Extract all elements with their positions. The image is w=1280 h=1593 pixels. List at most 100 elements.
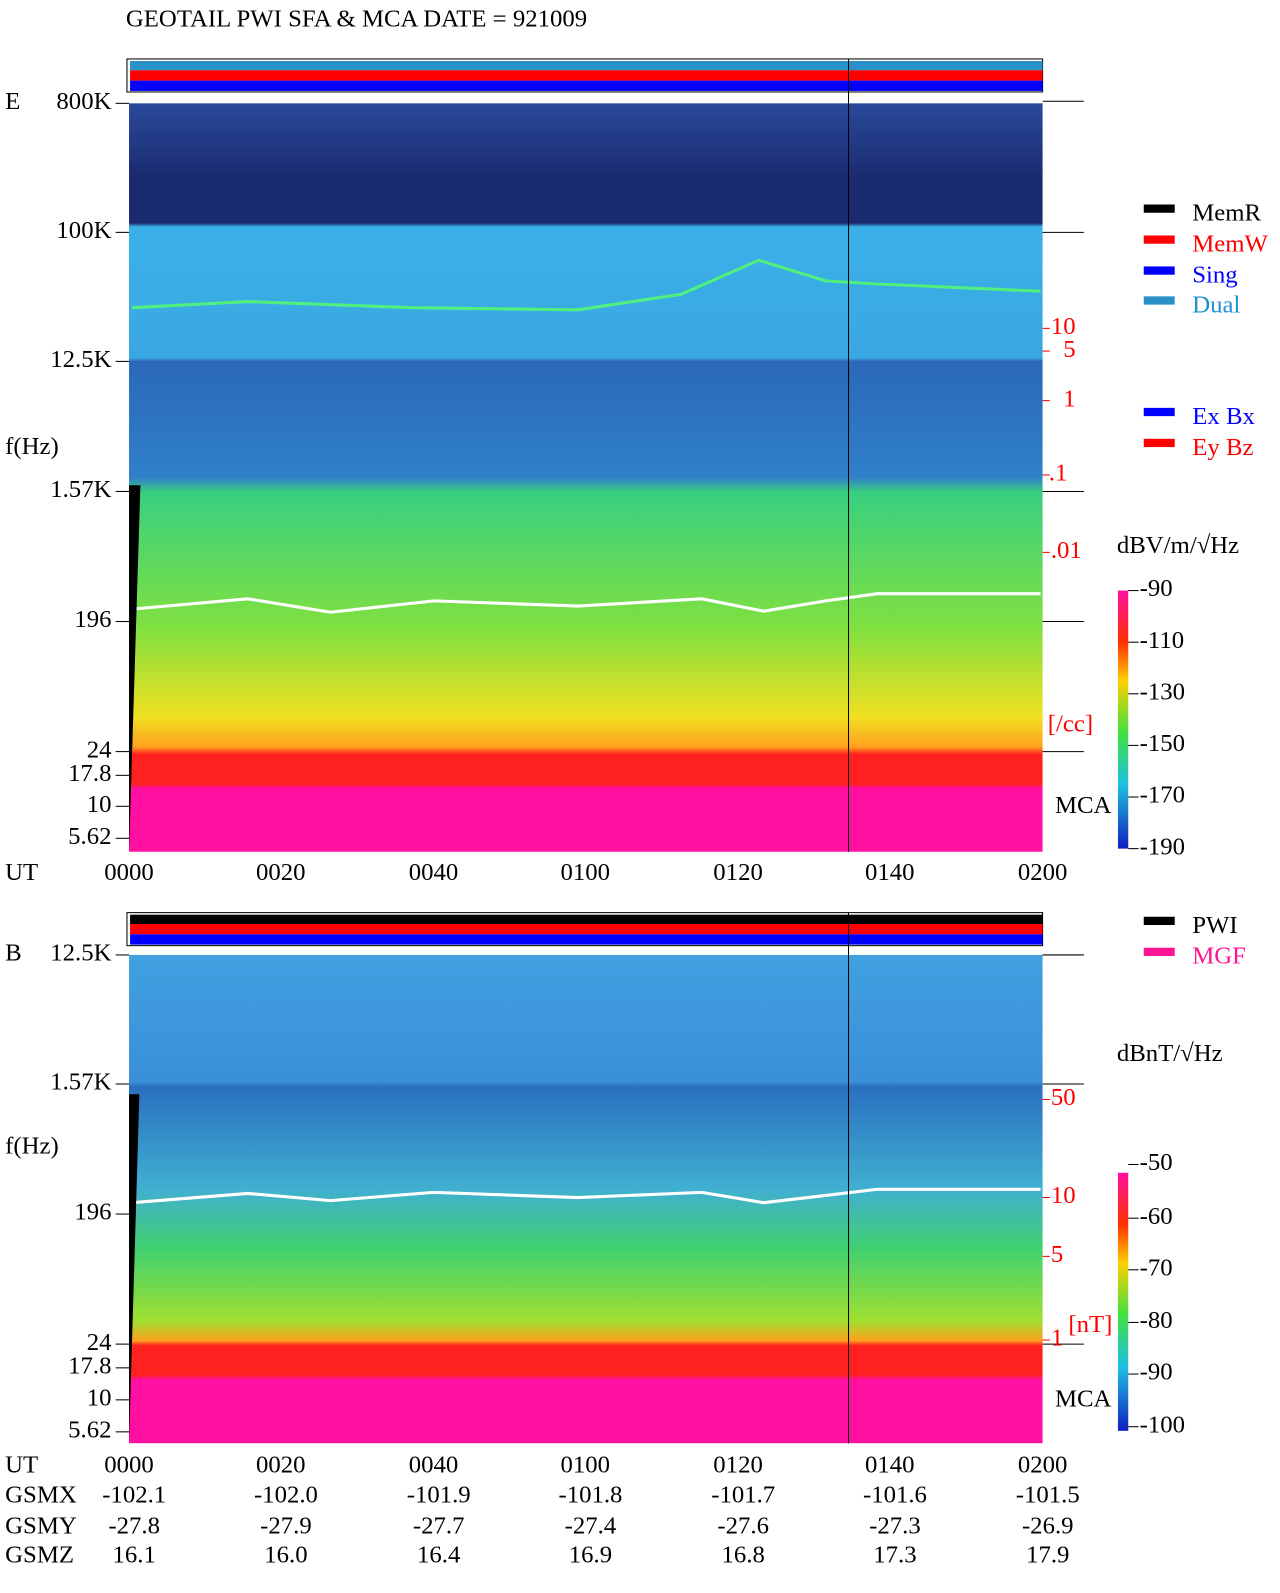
orbit-value: 16.9	[569, 1541, 612, 1568]
mode-bar	[130, 61, 1043, 71]
legend-swatch	[1143, 407, 1175, 417]
x-tick-label: 0140	[865, 1452, 915, 1479]
y-tick-label: 24	[87, 736, 112, 763]
panel-label: E	[5, 88, 20, 115]
orbit-value: -27.8	[108, 1513, 160, 1540]
colorbar	[1117, 590, 1129, 849]
colorbar-tick-label: -80	[1140, 1307, 1173, 1334]
legend-swatch	[1143, 266, 1175, 275]
colorbar-tick-label: -130	[1140, 678, 1185, 705]
colorbar-unit: dBV/m/√Hz	[1117, 532, 1239, 559]
panel-label: B	[5, 940, 22, 967]
right-unit: [nT]	[1068, 1311, 1112, 1338]
y-tick-label: 17.8	[68, 1353, 111, 1380]
legend-label: Dual	[1192, 291, 1240, 318]
mode-bar	[130, 80, 1043, 91]
legend-swatch	[1143, 947, 1175, 956]
x-tick-label: 0200	[1018, 859, 1068, 886]
legend-label: Ey Bz	[1192, 434, 1253, 461]
orbit-label: GSMZ	[5, 1541, 74, 1568]
x-tick-label: 0020	[256, 859, 306, 886]
colorbar-tick-label: -100	[1140, 1411, 1185, 1438]
colorbar-unit: dBnT/√Hz	[1117, 1040, 1223, 1067]
mode-bar	[130, 70, 1043, 81]
orbit-value: -101.9	[407, 1482, 471, 1509]
colorbar-tick-label: -170	[1140, 782, 1185, 809]
y-tick-label: 10	[87, 1385, 112, 1412]
marker	[129, 1094, 140, 1444]
orbit-value: -101.5	[1016, 1482, 1080, 1509]
x-tick-label: 0100	[561, 1452, 611, 1479]
x-tick-label: 0140	[865, 859, 915, 886]
x-tick-label: 0040	[409, 859, 459, 886]
orbit-value: -27.3	[869, 1513, 921, 1540]
x-tick-label: 0120	[713, 1452, 763, 1479]
spectrogram	[129, 954, 1043, 1444]
legend-label: MGF	[1192, 943, 1246, 970]
mode-bar	[130, 914, 1043, 924]
colorbar-tick-label: -110	[1140, 627, 1184, 654]
right-tick-label: .01	[1051, 537, 1082, 564]
y-tick-label: 196	[74, 1199, 111, 1226]
mca-label: MCA	[1055, 792, 1112, 819]
orbit-value: -27.9	[260, 1513, 312, 1540]
y-tick-label: 100K	[56, 217, 111, 244]
y-tick-label: 196	[74, 606, 111, 633]
y-axis-label: f(Hz)	[5, 433, 59, 460]
x-tick-label: 0000	[104, 1452, 154, 1479]
orbit-value: 16.4	[417, 1541, 460, 1568]
y-tick-label: 12.5K	[50, 940, 111, 967]
legend-label: Sing	[1192, 261, 1237, 288]
orbit-value: 16.1	[113, 1541, 156, 1568]
x-axis-label: UT	[5, 859, 38, 886]
right-tick-label: 10	[1051, 1182, 1076, 1209]
x-tick-label: 0000	[104, 859, 154, 886]
y-axis-label: f(Hz)	[5, 1133, 59, 1160]
y-tick-label: 1.57K	[50, 1069, 111, 1096]
right-tick-label: 10	[1051, 313, 1076, 340]
x-tick-label: 0200	[1018, 1452, 1068, 1479]
y-tick-label: 800K	[56, 88, 111, 115]
colorbar-tick-label: -90	[1140, 575, 1173, 602]
orbit-label: GSMY	[5, 1513, 77, 1540]
legend-swatch	[1143, 296, 1175, 305]
orbit-value: -26.9	[1022, 1513, 1074, 1540]
orbit-value: -101.6	[863, 1482, 927, 1509]
x-tick-label: 0120	[713, 859, 763, 886]
colorbar-tick-label: -90	[1140, 1359, 1173, 1386]
mode-bar	[130, 934, 1043, 945]
y-tick-label: 5.62	[68, 823, 111, 850]
orbit-value: 17.3	[873, 1541, 916, 1568]
colorbar-tick-label: -70	[1140, 1254, 1173, 1281]
mode-bar	[130, 923, 1043, 935]
y-tick-label: 1.57K	[50, 476, 111, 503]
colorbar-tick-label: -50	[1140, 1149, 1173, 1176]
legend-swatch	[1143, 438, 1175, 448]
y-tick-label: 17.8	[68, 760, 111, 787]
y-tick-label: 24	[87, 1329, 112, 1356]
legend-label: PWI	[1192, 912, 1237, 939]
x-tick-label: 0100	[561, 859, 611, 886]
colorbar-tick-label: -60	[1140, 1203, 1173, 1230]
x-axis-label: UT	[5, 1452, 38, 1479]
legend-swatch	[1143, 204, 1175, 213]
plasma-line	[132, 1187, 1041, 1205]
colorbar-tick-label: -190	[1140, 833, 1185, 860]
spectrogram	[129, 103, 1043, 852]
plasma-line	[132, 258, 1041, 312]
orbit-value: -101.8	[558, 1482, 622, 1509]
orbit-value: 16.0	[264, 1541, 307, 1568]
plasma-line	[131, 592, 1041, 614]
right-tick-label: 50	[1051, 1084, 1076, 1111]
orbit-value: -27.4	[565, 1513, 617, 1540]
right-tick-label: 5	[1063, 336, 1075, 363]
orbit-value: -27.7	[413, 1513, 465, 1540]
legend-swatch	[1143, 916, 1175, 926]
x-tick-label: 0040	[409, 1452, 459, 1479]
mca-label: MCA	[1055, 1386, 1112, 1413]
legend-label: MemW	[1192, 230, 1268, 257]
orbit-value: -101.7	[711, 1482, 775, 1509]
right-tick-label: 5	[1051, 1241, 1063, 1268]
